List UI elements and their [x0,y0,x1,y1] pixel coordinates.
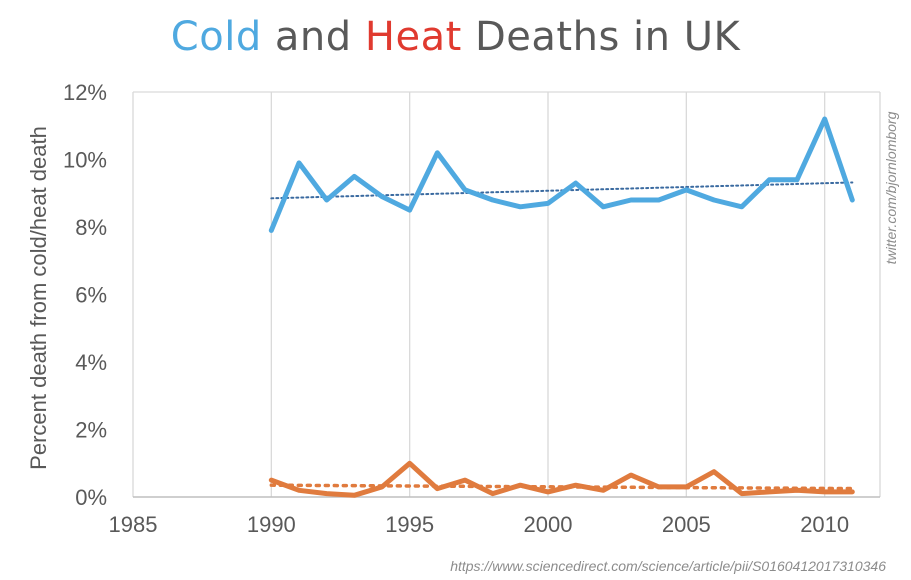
series-line-cold [268,116,855,233]
y-tick-label: 10% [63,148,107,173]
x-tick-label: 1990 [247,512,296,537]
series-line-heat [268,460,855,498]
y-tick-label: 4% [75,350,107,375]
chart-title: Cold and Heat Deaths in UK [0,14,911,60]
y-tick-label: 0% [75,485,107,510]
series-lines [268,116,855,498]
y-axis-label: Percent death from cold/heat death [26,126,51,470]
x-tick-label: 1995 [385,512,434,537]
y-tick-label: 8% [75,215,107,240]
x-tick-label: 2005 [662,512,711,537]
y-tick-label: 12% [63,80,107,105]
x-tick-label: 1985 [109,512,158,537]
trendlines [269,181,855,491]
y-tick-label: 2% [75,418,107,443]
title-cold: Cold [170,14,262,60]
title-heat: Heat [364,14,462,60]
axes [132,92,880,498]
credit-text: twitter.com/bjornlomborg [883,111,899,264]
gridlines [133,91,881,497]
title-and: and [261,14,365,60]
title-rest: Deaths in UK [461,14,741,60]
x-tick-label: 2000 [524,512,573,537]
x-tick-label: 2010 [800,512,849,537]
tick-labels: 0% 2% 4% 6% 8% 10% 12% 1985 1990 1995 2000 2005 2010 [63,80,849,537]
y-tick-label: 6% [75,283,107,308]
source-url: https://www.sciencedirect.com/science/ar… [450,558,886,574]
